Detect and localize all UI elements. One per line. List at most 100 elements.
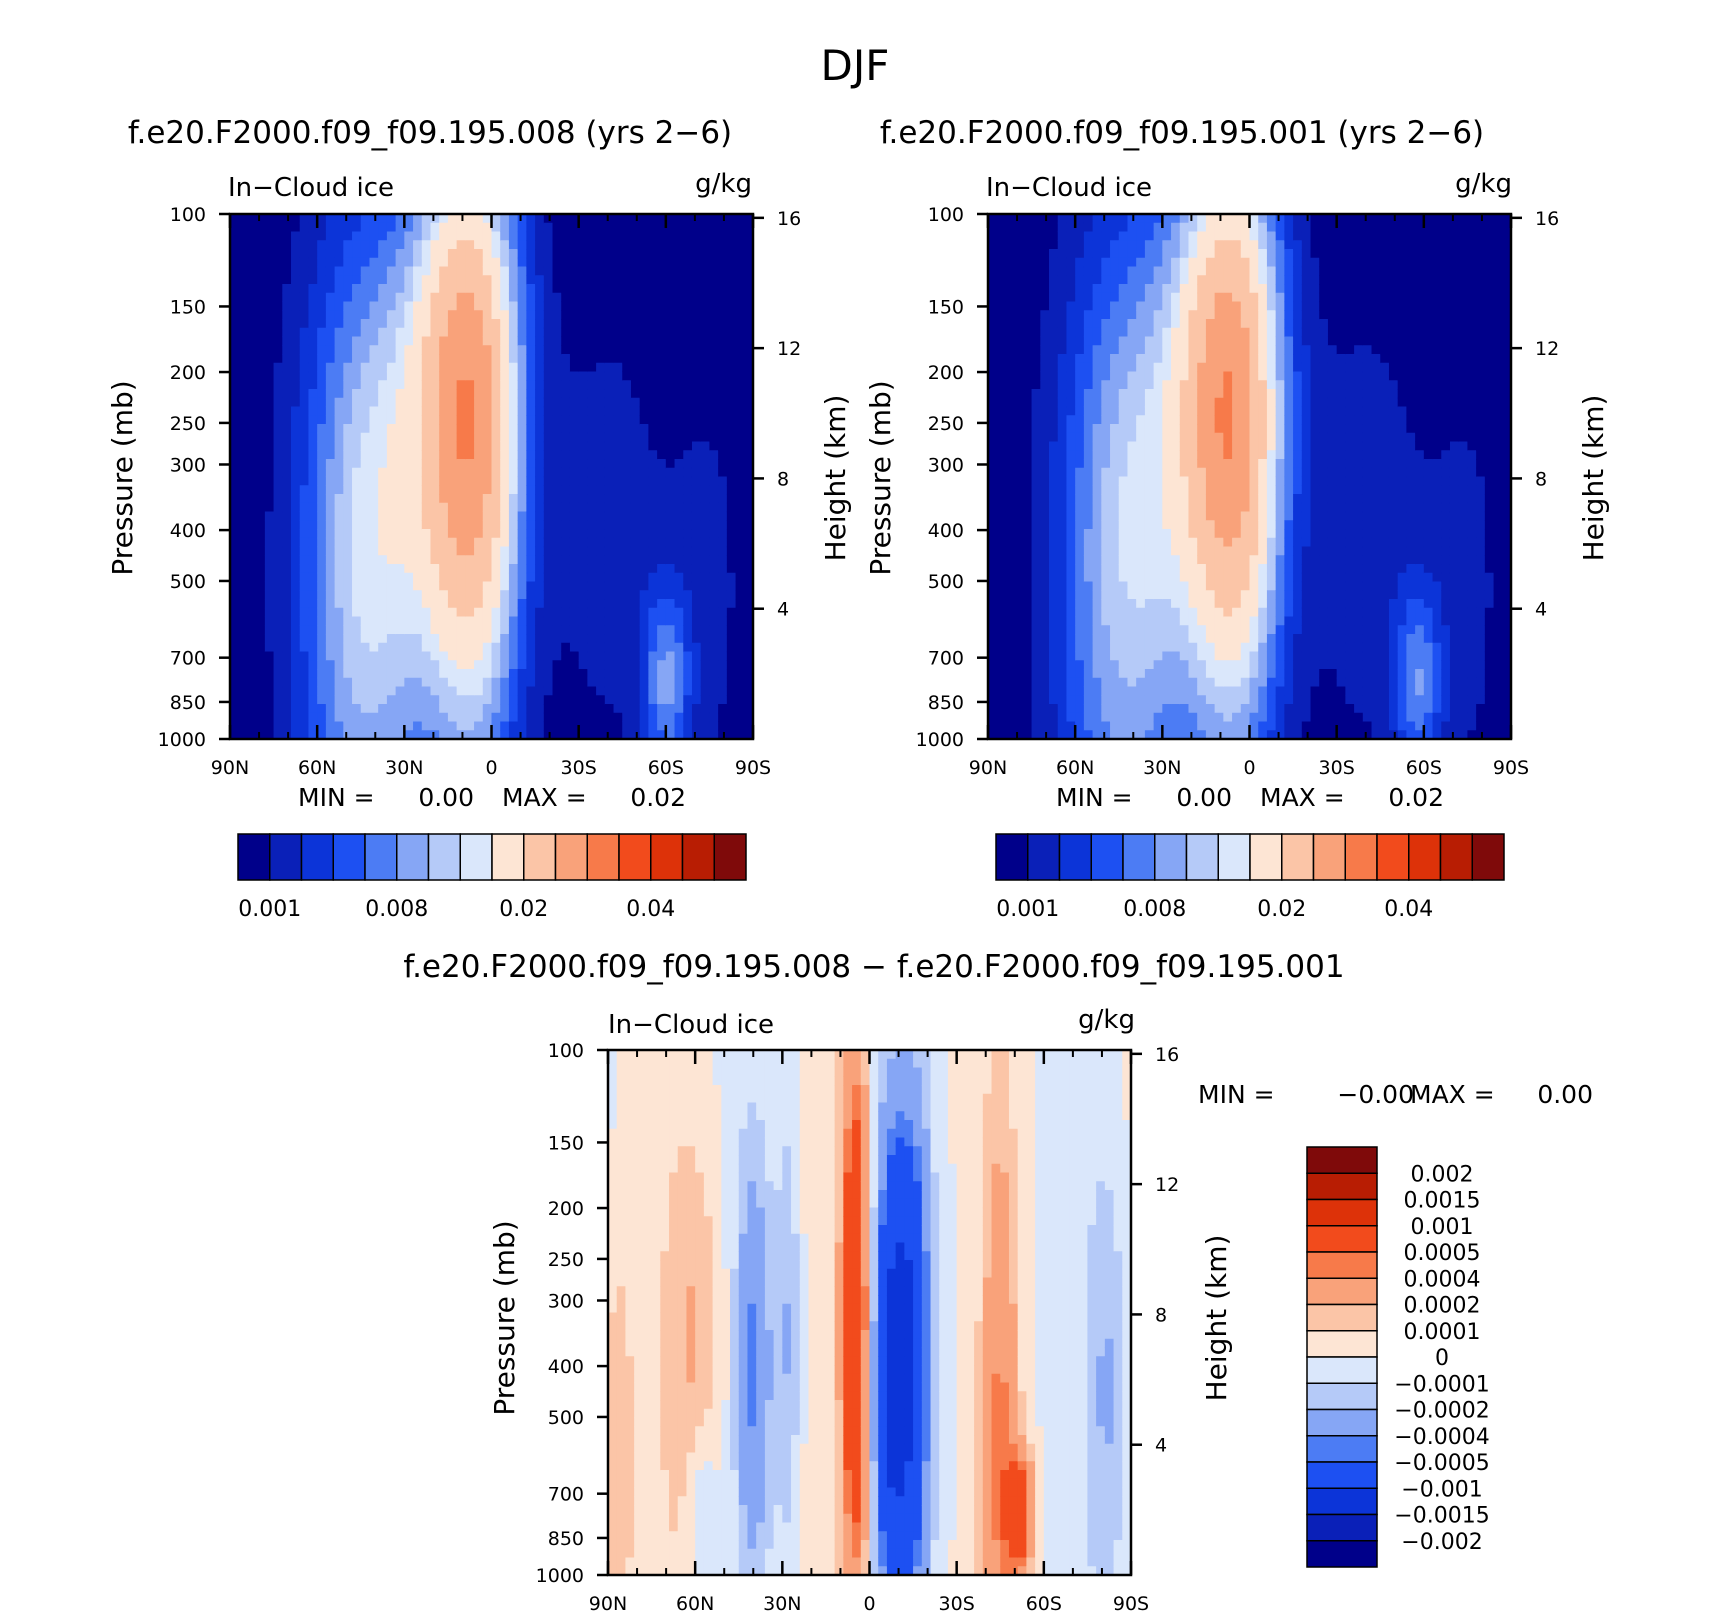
field-cell — [1162, 581, 1172, 591]
field-cell — [369, 572, 379, 583]
field-cell — [1022, 537, 1033, 548]
field-cell — [1144, 476, 1155, 486]
field-cell — [552, 537, 562, 548]
field-cell — [439, 354, 449, 364]
field-cell — [386, 625, 397, 635]
field-cell — [700, 319, 711, 329]
field-cell — [1162, 450, 1172, 460]
field-cell — [1057, 712, 1068, 723]
field-cell — [430, 292, 440, 303]
field-cell — [726, 537, 737, 548]
field-cell — [596, 730, 606, 740]
field-cell — [1136, 730, 1146, 740]
field-cell — [596, 695, 606, 705]
field-cell — [404, 450, 414, 460]
field-cell — [622, 677, 632, 688]
field-cell — [1136, 284, 1146, 294]
field-cell — [1153, 520, 1163, 530]
field-cell — [1101, 467, 1111, 478]
field-cell — [456, 677, 466, 688]
field-cell — [578, 415, 588, 425]
field-cell — [569, 502, 580, 513]
field-cell — [691, 301, 702, 311]
field-cell — [1005, 257, 1015, 268]
field-cell — [1075, 406, 1085, 416]
field-cell — [369, 494, 379, 504]
field-cell — [1083, 607, 1094, 618]
field-cell — [1092, 450, 1102, 460]
field-cell — [299, 625, 310, 635]
field-cell — [735, 520, 745, 530]
field-cell — [474, 380, 484, 390]
field-cell — [517, 564, 527, 574]
field-cell — [369, 590, 379, 600]
field-cell — [1136, 389, 1146, 399]
field-cell — [360, 467, 371, 478]
field-cell — [691, 651, 702, 661]
field-cell — [1136, 222, 1146, 233]
field-cell — [543, 695, 554, 705]
field-cell — [604, 677, 615, 688]
field-cell — [535, 520, 545, 530]
field-cell — [291, 292, 301, 303]
field-cell — [543, 284, 554, 294]
field-cell — [456, 319, 466, 329]
field-cell — [439, 345, 449, 355]
field-cell — [369, 467, 379, 478]
field-cell — [622, 616, 632, 626]
field-cell — [718, 319, 728, 329]
field-cell — [517, 240, 527, 250]
field-cell — [1153, 441, 1163, 451]
field-cell — [360, 634, 371, 644]
field-cell — [517, 327, 527, 338]
field-cell — [1005, 441, 1015, 451]
field-cell — [1040, 494, 1050, 504]
field-cell — [430, 389, 440, 399]
field-cell — [996, 467, 1007, 478]
field-cell — [491, 345, 501, 355]
field-cell — [1057, 284, 1068, 294]
field-cell — [421, 231, 432, 241]
field-cell — [622, 380, 632, 390]
field-cell — [430, 336, 440, 346]
field-cell — [482, 537, 493, 548]
field-cell — [465, 712, 475, 723]
field-cell — [447, 529, 458, 539]
field-cell — [1014, 494, 1024, 504]
field-cell — [273, 222, 283, 233]
field-cell — [535, 362, 545, 373]
field-cell — [622, 354, 632, 364]
field-cell — [683, 625, 693, 635]
field-cell — [256, 651, 266, 661]
field-cell — [700, 292, 711, 303]
field-cell — [291, 616, 301, 626]
field-cell — [1127, 441, 1137, 451]
field-cell — [561, 695, 571, 705]
field-cell — [1092, 686, 1102, 696]
field-cell — [360, 292, 371, 303]
field-cell — [744, 712, 754, 723]
field-cell — [282, 380, 292, 390]
field-cell — [482, 231, 493, 241]
field-cell — [1118, 581, 1129, 591]
field-cell — [700, 301, 711, 311]
field-cell — [1101, 336, 1111, 346]
field-cell — [299, 511, 310, 521]
field-cell — [500, 721, 510, 731]
field-cell — [726, 485, 737, 495]
field-cell — [700, 511, 711, 521]
field-cell — [500, 354, 510, 364]
field-cell — [325, 537, 336, 548]
field-cell — [334, 467, 344, 478]
field-cell — [726, 354, 737, 364]
field-cell — [291, 371, 301, 381]
field-cell — [334, 441, 344, 451]
field-cell — [404, 485, 414, 495]
field-cell — [709, 389, 719, 399]
field-cell — [1092, 284, 1102, 294]
field-cell — [1022, 704, 1033, 714]
field-cell — [1144, 572, 1155, 583]
field-cell — [299, 424, 310, 434]
field-cell — [1127, 511, 1137, 521]
field-cell — [360, 599, 371, 609]
